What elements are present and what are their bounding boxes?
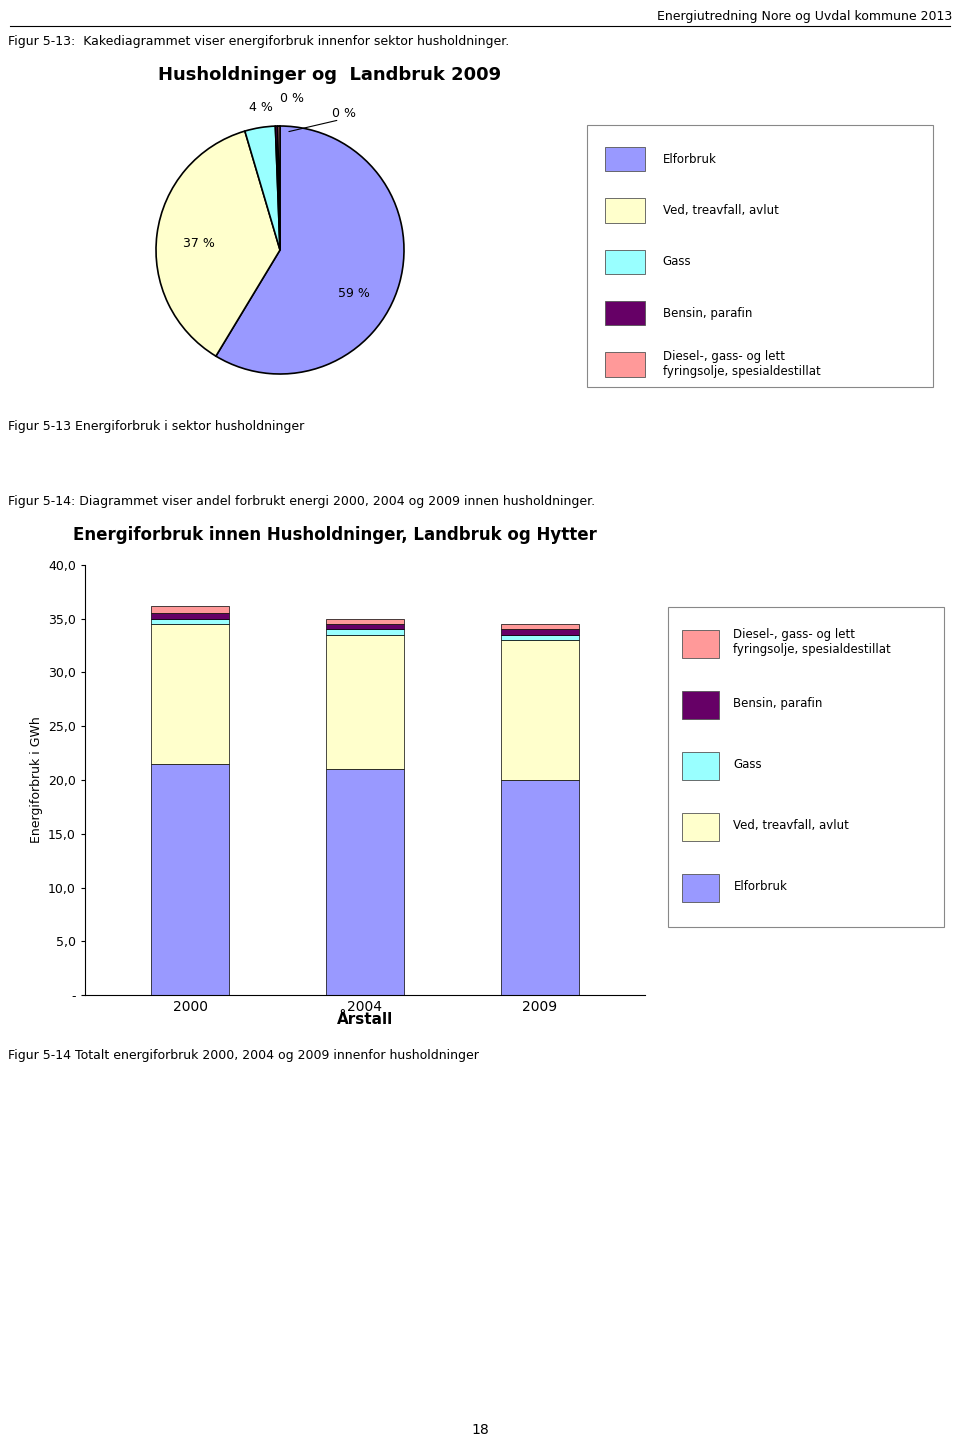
Text: Bensin, parafin: Bensin, parafin <box>662 307 753 320</box>
Text: Figur 5-13 Energiforbruk i sektor husholdninger: Figur 5-13 Energiforbruk i sektor hushol… <box>8 419 304 432</box>
Wedge shape <box>277 127 280 250</box>
Text: Gass: Gass <box>662 255 691 268</box>
Bar <box>683 630 719 658</box>
Text: Årstall: Årstall <box>337 1013 394 1027</box>
Text: 0 %: 0 % <box>280 92 304 105</box>
Bar <box>683 813 719 841</box>
Text: Ved, treavfall, avlut: Ved, treavfall, avlut <box>733 819 850 832</box>
Bar <box>683 691 719 719</box>
Bar <box>151 624 229 764</box>
Bar <box>683 752 719 780</box>
Bar <box>151 605 229 614</box>
Bar <box>500 640 580 780</box>
Bar <box>605 250 645 274</box>
Text: Figur 5-14 Totalt energiforbruk 2000, 2004 og 2009 innenfor husholdninger: Figur 5-14 Totalt energiforbruk 2000, 20… <box>8 1049 479 1062</box>
Y-axis label: Energiforbruk i GWh: Energiforbruk i GWh <box>30 717 42 844</box>
Bar <box>605 352 645 377</box>
Bar <box>500 780 580 995</box>
Bar <box>500 624 580 630</box>
Text: Elforbruk: Elforbruk <box>733 880 787 893</box>
Bar <box>325 630 404 634</box>
Text: 4 %: 4 % <box>250 100 274 113</box>
Text: Gass: Gass <box>733 758 762 771</box>
Bar <box>500 634 580 640</box>
Bar <box>500 630 580 634</box>
Wedge shape <box>156 131 280 356</box>
Bar <box>683 874 719 902</box>
Text: Ved, treavfall, avlut: Ved, treavfall, avlut <box>662 204 779 217</box>
Text: Elforbruk: Elforbruk <box>662 153 717 166</box>
Bar <box>605 198 645 223</box>
Text: Husholdninger og  Landbruk 2009: Husholdninger og Landbruk 2009 <box>158 65 501 84</box>
Bar <box>325 634 404 770</box>
Text: 0 %: 0 % <box>332 108 356 121</box>
Bar <box>151 764 229 995</box>
FancyBboxPatch shape <box>668 607 945 927</box>
Text: 37 %: 37 % <box>183 237 215 250</box>
Text: Figur 5-14: Diagrammet viser andel forbrukt energi 2000, 2004 og 2009 innen hush: Figur 5-14: Diagrammet viser andel forbr… <box>8 495 595 508</box>
Wedge shape <box>276 127 280 250</box>
Bar <box>325 770 404 995</box>
Bar <box>151 618 229 624</box>
Text: Bensin, parafin: Bensin, parafin <box>733 697 823 710</box>
Text: 59 %: 59 % <box>339 287 371 300</box>
Text: Energiforbruk innen Husholdninger, Landbruk og Hytter: Energiforbruk innen Husholdninger, Landb… <box>73 527 597 544</box>
FancyBboxPatch shape <box>588 125 933 387</box>
Text: Figur 5-13:  Kakediagrammet viser energiforbruk innenfor sektor husholdninger.: Figur 5-13: Kakediagrammet viser energif… <box>8 35 509 48</box>
Text: 18: 18 <box>471 1423 489 1438</box>
Wedge shape <box>216 127 404 374</box>
Bar <box>605 301 645 326</box>
Wedge shape <box>245 127 280 250</box>
Text: Energiutredning Nore og Uvdal kommune 2013: Energiutredning Nore og Uvdal kommune 20… <box>657 10 952 23</box>
Bar <box>605 147 645 172</box>
Bar <box>325 618 404 624</box>
Text: Diesel-, gass- og lett
fyringsolje, spesialdestillat: Diesel-, gass- og lett fyringsolje, spes… <box>733 629 891 656</box>
Bar <box>325 624 404 630</box>
Bar <box>151 614 229 618</box>
Text: Diesel-, gass- og lett
fyringsolje, spesialdestillat: Diesel-, gass- og lett fyringsolje, spes… <box>662 351 821 378</box>
